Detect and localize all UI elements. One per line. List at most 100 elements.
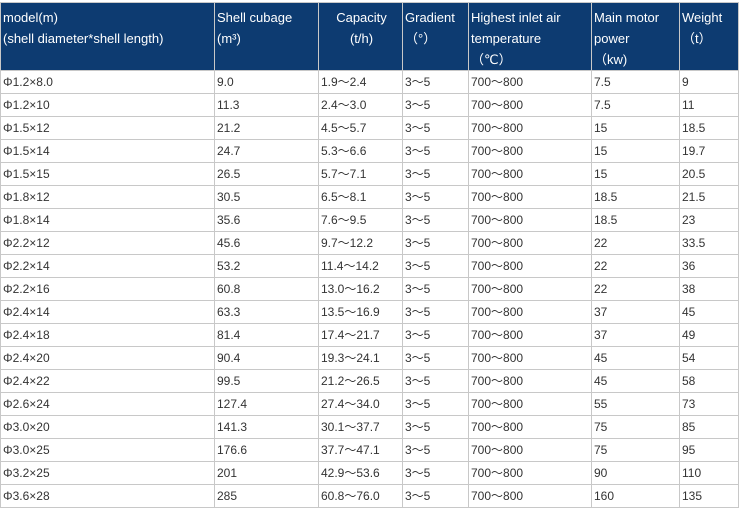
shell-cubage-cell: 24.7 [214, 139, 319, 163]
capacity-cell: 1.9～2.4 [318, 70, 403, 94]
motor-power-cell: 18.5 [591, 185, 680, 209]
table-row: Φ2.4×18 81.4 17.4～21.7 3～5 700～800 37 49 [0, 323, 739, 347]
capacity-cell: 17.4～21.7 [318, 323, 403, 347]
model-cell: Φ1.2×10 [0, 93, 215, 117]
weight-cell: 19.7 [679, 139, 739, 163]
weight-cell: 110 [679, 461, 739, 485]
model-cell: Φ2.4×22 [0, 369, 215, 393]
header-label-line: (shell diameter*shell length) [3, 31, 164, 46]
gradient-column-header: Gradient （°） [402, 2, 469, 71]
motor-power-cell: 37 [591, 300, 680, 324]
motor-power-cell: 37 [591, 323, 680, 347]
header-label-line: Capacity [336, 10, 387, 25]
weight-cell: 38 [679, 277, 739, 301]
weight-cell: 21.5 [679, 185, 739, 209]
shell-cubage-cell: 30.5 [214, 185, 319, 209]
shell-cubage-cell: 141.3 [214, 415, 319, 439]
capacity-column-header: Capacity (t/h) [318, 2, 403, 71]
capacity-cell: 30.1～37.7 [318, 415, 403, 439]
capacity-cell: 5.3～6.6 [318, 139, 403, 163]
table-body: Φ1.2×8.0 9.0 1.9～2.4 3～5 700～800 7.5 9 Φ1.2×10 1… [0, 70, 739, 508]
header-label-line: Shell cubage [217, 10, 293, 25]
inlet-air-temperature-cell: 700～800 [468, 231, 592, 255]
table-header: model(m) (shell diameter*shell length) She… [0, 2, 739, 71]
model-cell: Φ2.2×14 [0, 254, 215, 278]
capacity-cell: 2.4～3.0 [318, 93, 403, 117]
model-cell: Φ3.0×20 [0, 415, 215, 439]
inlet-air-temperature-cell: 700～800 [468, 70, 592, 94]
inlet-air-temperature-column-header: Highest inlet air temperature （℃） [468, 2, 592, 71]
header-label-line: (t/h) [349, 31, 374, 46]
weight-cell: 23 [679, 208, 739, 232]
weight-cell: 33.5 [679, 231, 739, 255]
table-row: Φ2.4×14 63.3 13.5～16.9 3～5 700～800 37 45 [0, 300, 739, 324]
inlet-air-temperature-cell: 700～800 [468, 323, 592, 347]
shell-cubage-cell: 26.5 [214, 162, 319, 186]
shell-cubage-cell: 201 [214, 461, 319, 485]
weight-cell: 11 [679, 93, 739, 117]
capacity-cell: 4.5～5.7 [318, 116, 403, 140]
shell-cubage-cell: 11.3 [214, 93, 319, 117]
table-row: Φ1.5×12 21.2 4.5～5.7 3～5 700～800 15 18.5 [0, 116, 739, 140]
table-row: Φ2.4×22 99.5 21.2～26.5 3～5 700～800 45 58 [0, 369, 739, 393]
inlet-air-temperature-cell: 700～800 [468, 139, 592, 163]
header-label-line: （kw) [594, 52, 628, 67]
model-cell: Φ2.2×16 [0, 277, 215, 301]
inlet-air-temperature-cell: 700～800 [468, 484, 592, 508]
shell-cubage-cell: 99.5 [214, 369, 319, 393]
table-row: Φ1.2×10 11.3 2.4～3.0 3～5 700～800 7.5 11 [0, 93, 739, 117]
inlet-air-temperature-cell: 700～800 [468, 438, 592, 462]
gradient-cell: 3～5 [402, 185, 469, 209]
table-row: Φ1.8×12 30.5 6.5～8.1 3～5 700～800 18.5 21.5 [0, 185, 739, 209]
header-label-line: Highest inlet air [471, 10, 561, 25]
table-row: Φ2.6×24 127.4 27.4～34.0 3～5 700～800 55 73 [0, 392, 739, 416]
inlet-air-temperature-cell: 700～800 [468, 346, 592, 370]
gradient-cell: 3～5 [402, 254, 469, 278]
model-cell: Φ3.2×25 [0, 461, 215, 485]
inlet-air-temperature-cell: 700～800 [468, 277, 592, 301]
table-row: Φ2.2×14 53.2 11.4～14.2 3～5 700～800 22 36 [0, 254, 739, 278]
model-cell: Φ3.0×25 [0, 438, 215, 462]
header-label-line: （°） [405, 31, 437, 46]
weight-cell: 95 [679, 438, 739, 462]
motor-power-cell: 45 [591, 346, 680, 370]
weight-cell: 49 [679, 323, 739, 347]
model-cell: Φ2.4×14 [0, 300, 215, 324]
header-label-line: (m³) [217, 31, 241, 46]
motor-power-cell: 15 [591, 162, 680, 186]
motor-power-cell: 15 [591, 139, 680, 163]
capacity-cell: 42.9～53.6 [318, 461, 403, 485]
gradient-cell: 3～5 [402, 162, 469, 186]
capacity-cell: 21.2～26.5 [318, 369, 403, 393]
model-cell: Φ2.4×18 [0, 323, 215, 347]
weight-cell: 73 [679, 392, 739, 416]
header-label-line: Weight [682, 10, 723, 25]
shell-cubage-cell: 127.4 [214, 392, 319, 416]
capacity-cell: 60.8～76.0 [318, 484, 403, 508]
weight-cell: 135 [679, 484, 739, 508]
model-cell: Φ1.2×8.0 [0, 70, 215, 94]
motor-power-cell: 15 [591, 116, 680, 140]
gradient-cell: 3～5 [402, 277, 469, 301]
motor-power-cell: 7.5 [591, 70, 680, 94]
shell-cubage-column-header: Shell cubage (m³) [214, 2, 319, 71]
header-label-line: temperature [471, 31, 542, 46]
header-label-line: （℃） [471, 52, 512, 67]
header-label-line: （t） [682, 31, 712, 46]
model-column-header: model(m) (shell diameter*shell length) [0, 2, 215, 71]
capacity-cell: 27.4～34.0 [318, 392, 403, 416]
motor-power-cell: 75 [591, 415, 680, 439]
header-label-line: model(m) [3, 10, 58, 25]
gradient-cell: 3～5 [402, 392, 469, 416]
weight-cell: 54 [679, 346, 739, 370]
motor-power-cell: 75 [591, 438, 680, 462]
inlet-air-temperature-cell: 700～800 [468, 93, 592, 117]
inlet-air-temperature-cell: 700～800 [468, 162, 592, 186]
header-label-line: Main motor [594, 10, 660, 25]
table-row: Φ3.2×25 201 42.9～53.6 3～5 700～800 90 110 [0, 461, 739, 485]
weight-cell: 18.5 [679, 116, 739, 140]
inlet-air-temperature-cell: 700～800 [468, 208, 592, 232]
gradient-cell: 3～5 [402, 139, 469, 163]
inlet-air-temperature-cell: 700～800 [468, 369, 592, 393]
